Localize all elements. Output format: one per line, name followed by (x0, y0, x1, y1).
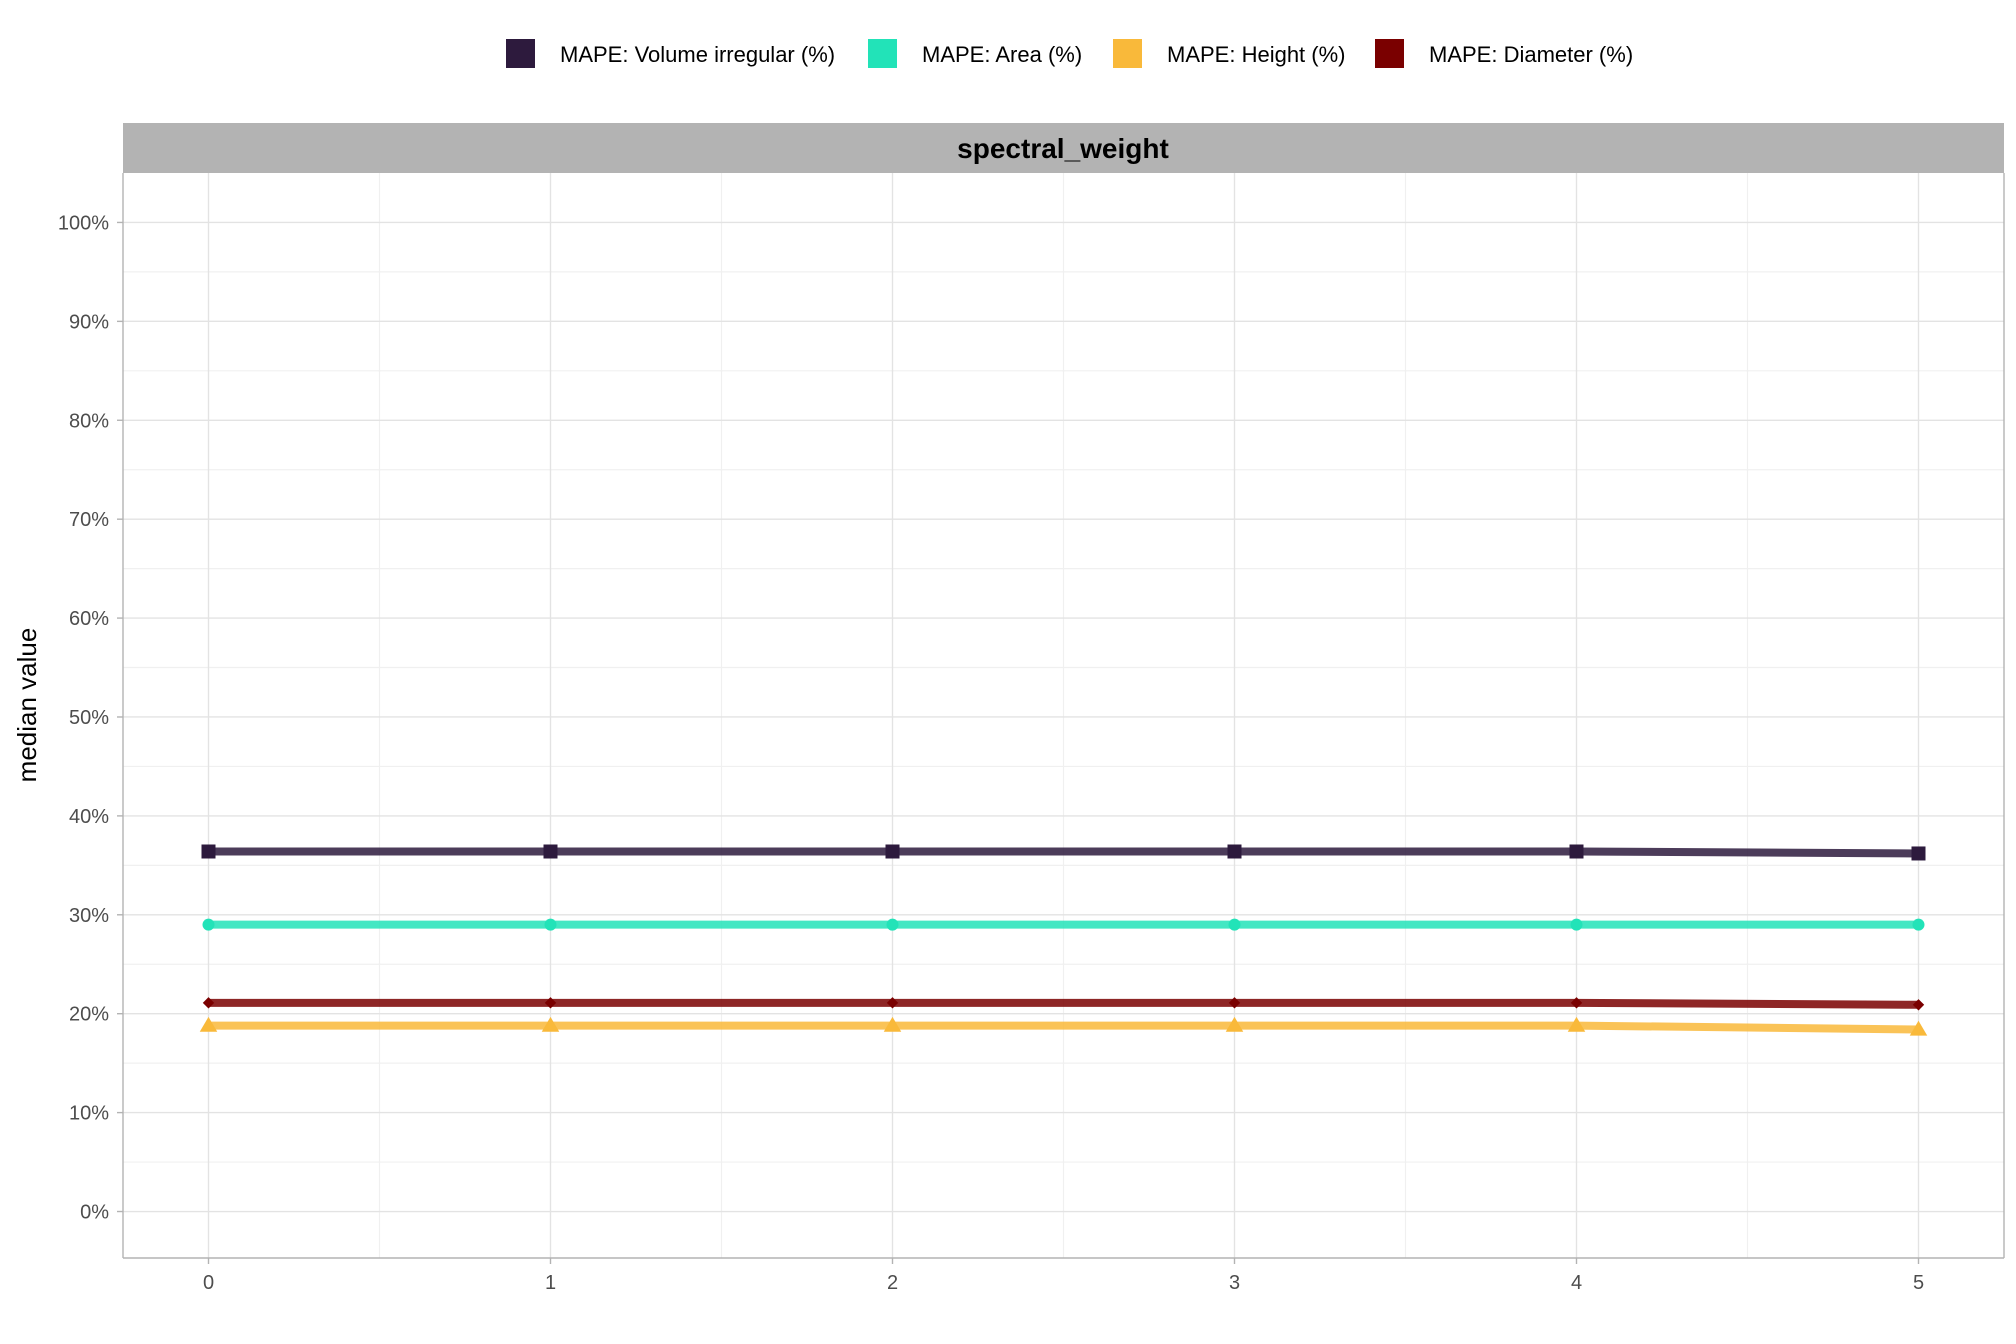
legend-swatch (1375, 39, 1404, 68)
circle-marker (544, 918, 557, 931)
legend: MAPE: Volume irregular (%) MAPE: Area (%)… (506, 39, 1633, 68)
y-tick-label: 70% (69, 509, 109, 531)
legend-label: MAPE: Diameter (%) (1429, 42, 1633, 67)
axes: 0% 10% 20% 30% 40% 50% 60% 70% 80% 90% 100% 0 1 2 3 4 5 (58, 173, 2005, 1294)
x-tick-label: 0 (203, 1272, 214, 1294)
series-line (208, 998, 1919, 1009)
x-tick-label: 1 (545, 1272, 556, 1294)
y-tick-label: 60% (69, 608, 109, 630)
plot-panel: spectral_weight 0% 10% 20% 30% 40% 50% 60% 70% 8… (58, 123, 2005, 1294)
triangle-marker (541, 1016, 560, 1032)
legend-swatch (868, 39, 897, 68)
series-square (201, 844, 1926, 861)
triangle-marker (199, 1016, 218, 1032)
y-tick-label: 10% (69, 1103, 109, 1125)
square-marker (1569, 844, 1584, 859)
diamond-marker (202, 997, 215, 1009)
y-tick-label: 100% (58, 212, 109, 234)
circle-marker (1228, 918, 1241, 931)
series-line (208, 1021, 1919, 1034)
legend-label: MAPE: Area (%) (922, 42, 1082, 67)
y-axis-title: median value (12, 628, 42, 783)
series-layer (199, 844, 1928, 1036)
grid (123, 173, 2004, 1258)
x-tick-label: 3 (1229, 1272, 1240, 1294)
strip-background (123, 123, 2004, 173)
triangle-marker (1225, 1016, 1244, 1032)
legend-label: MAPE: Volume irregular (%) (560, 42, 835, 67)
x-tick-label: 2 (887, 1272, 898, 1294)
y-tick-label: 30% (69, 905, 109, 927)
series-line (208, 847, 1919, 858)
legend-label: MAPE: Height (%) (1167, 42, 1346, 67)
y-tick-label: 0% (80, 1202, 109, 1224)
x-tick-label: 4 (1571, 1272, 1582, 1294)
diamond-marker (886, 997, 899, 1009)
series-circle (202, 918, 1925, 931)
square-marker (1911, 846, 1926, 861)
diamond-marker (544, 997, 557, 1009)
series-triangle (199, 1016, 1928, 1036)
y-tick-label: 90% (69, 311, 109, 333)
triangle-marker (883, 1016, 902, 1032)
legend-swatch (1113, 39, 1142, 68)
triangle-marker (1567, 1016, 1586, 1032)
circle-marker (886, 918, 899, 931)
diamond-marker (1228, 997, 1241, 1009)
y-tick-label: 80% (69, 410, 109, 432)
triangle-marker (1909, 1020, 1928, 1036)
y-tick-label: 50% (69, 707, 109, 729)
circle-marker (1912, 918, 1925, 931)
diamond-marker (1570, 997, 1583, 1009)
facet-title: spectral_weight (957, 133, 1169, 164)
square-marker (1227, 844, 1242, 859)
diamond-marker (1912, 999, 1925, 1011)
square-marker (201, 844, 216, 859)
x-tick-label: 5 (1913, 1272, 1924, 1294)
square-marker (543, 844, 558, 859)
square-marker (885, 844, 900, 859)
y-tick-label: 20% (69, 1004, 109, 1026)
circle-marker (202, 918, 215, 931)
circle-marker (1570, 918, 1583, 931)
y-tick-label: 40% (69, 806, 109, 828)
series-diamond (202, 997, 1925, 1011)
legend-swatch (506, 39, 535, 68)
